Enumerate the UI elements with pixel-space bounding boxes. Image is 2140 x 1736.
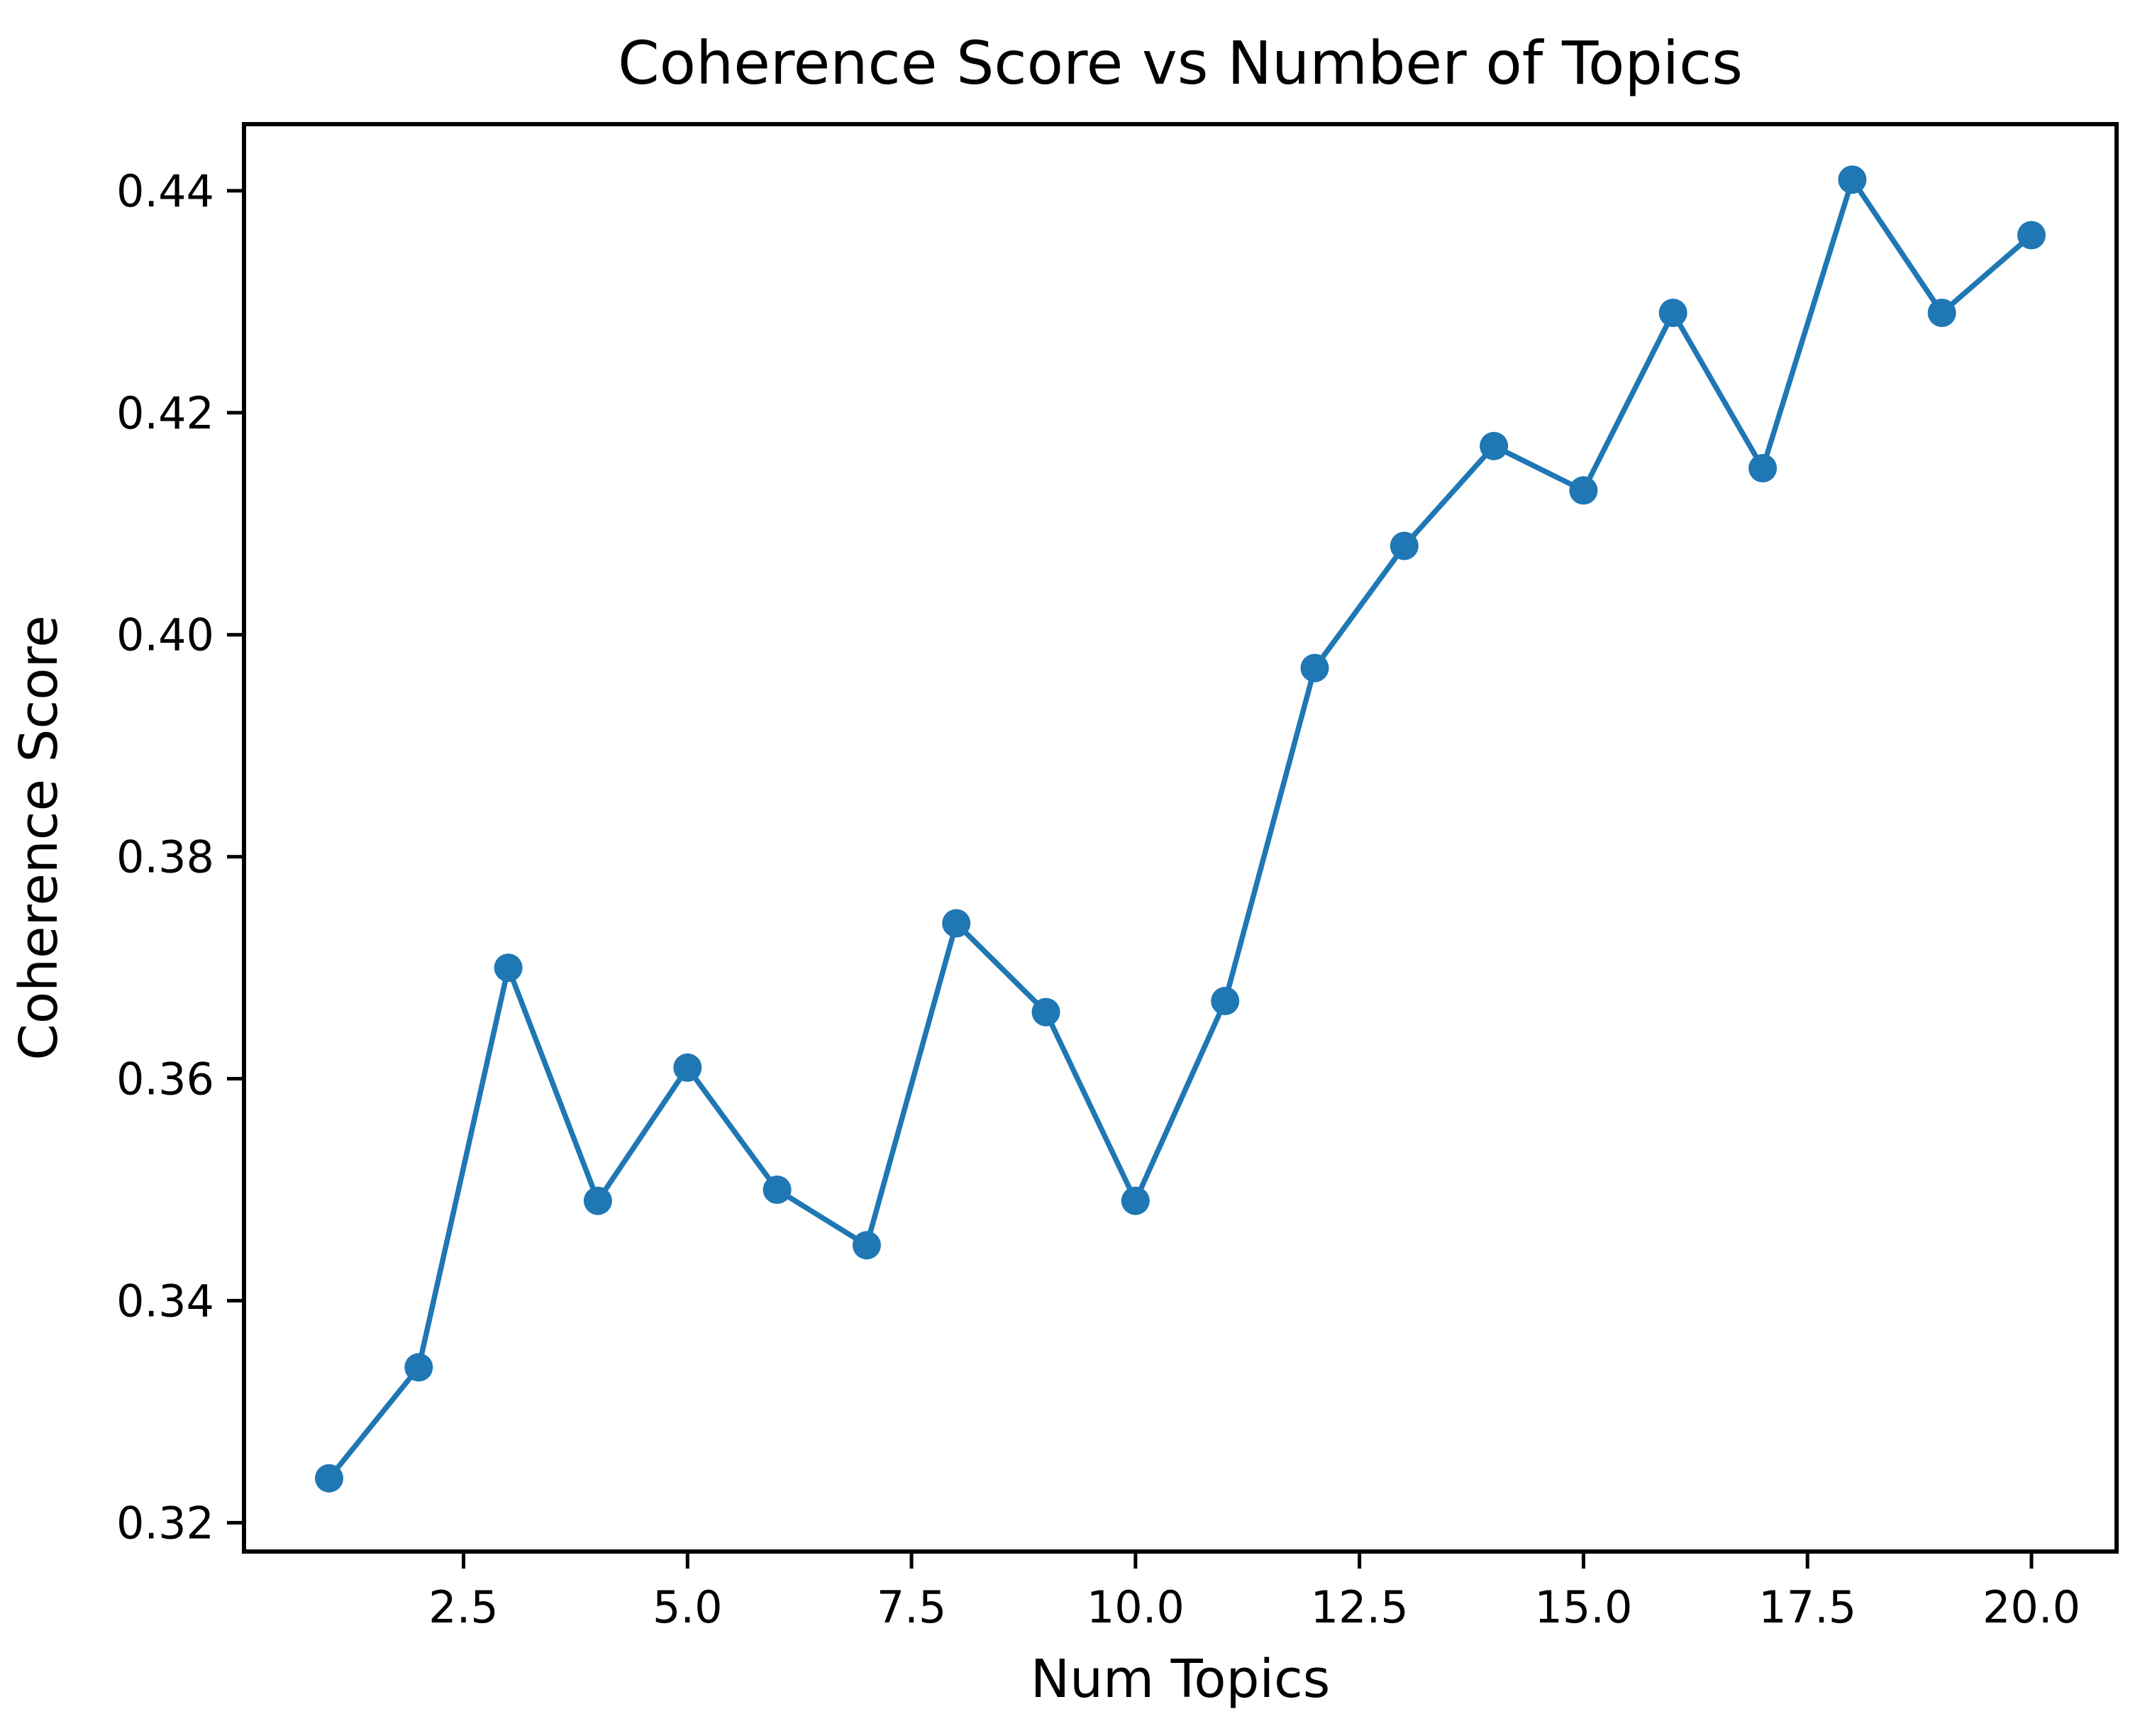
- data-point: [1838, 165, 1867, 194]
- x-tick-label: 7.5: [877, 1581, 947, 1633]
- y-tick-label: 0.44: [116, 165, 214, 217]
- data-point: [673, 1053, 702, 1082]
- x-tick-label: 12.5: [1311, 1581, 1409, 1633]
- data-point: [315, 1464, 343, 1493]
- data-point: [2017, 221, 2046, 250]
- data-point: [1300, 653, 1329, 682]
- y-tick-label: 0.36: [116, 1054, 214, 1105]
- data-point: [583, 1186, 612, 1215]
- data-point: [942, 909, 971, 938]
- y-tick-label: 0.38: [116, 831, 214, 883]
- data-point: [1658, 299, 1687, 327]
- y-tick-label: 0.32: [116, 1497, 214, 1549]
- data-point: [1031, 997, 1060, 1027]
- x-tick-label: 10.0: [1087, 1581, 1185, 1633]
- y-tick-label: 0.40: [116, 609, 214, 661]
- data-point: [1390, 531, 1419, 560]
- data-point: [1121, 1186, 1150, 1215]
- x-axis-title: Num Topics: [1031, 1649, 1331, 1710]
- chart-title: Coherence Score vs Number of Topics: [618, 28, 1743, 98]
- y-tick-label: 0.42: [116, 387, 214, 439]
- data-point: [1480, 431, 1509, 460]
- data-point: [404, 1353, 433, 1382]
- x-tick-label: 15.0: [1534, 1581, 1632, 1633]
- data-point: [763, 1176, 792, 1204]
- x-tick-label: 20.0: [1983, 1581, 2080, 1633]
- x-tick-label: 2.5: [428, 1581, 499, 1633]
- data-point: [1748, 454, 1778, 482]
- data-point: [1927, 299, 1956, 327]
- data-line: [326, 177, 2034, 1481]
- y-tick-label: 0.34: [116, 1275, 214, 1327]
- data-point: [1569, 476, 1598, 505]
- plot-area: 2.5 5.0 7.5 10.0 12.5 15.0 17.5 20.0 0.32 0.34 0.3…: [116, 122, 2119, 1633]
- data-point: [852, 1231, 881, 1260]
- data-point: [494, 953, 523, 983]
- y-axis-title: Coherence Score: [9, 615, 70, 1061]
- data-point: [1211, 987, 1240, 1015]
- x-tick-label: 17.5: [1758, 1581, 1856, 1633]
- axes-spines: [242, 122, 2119, 1554]
- x-tick-label: 5.0: [653, 1581, 723, 1633]
